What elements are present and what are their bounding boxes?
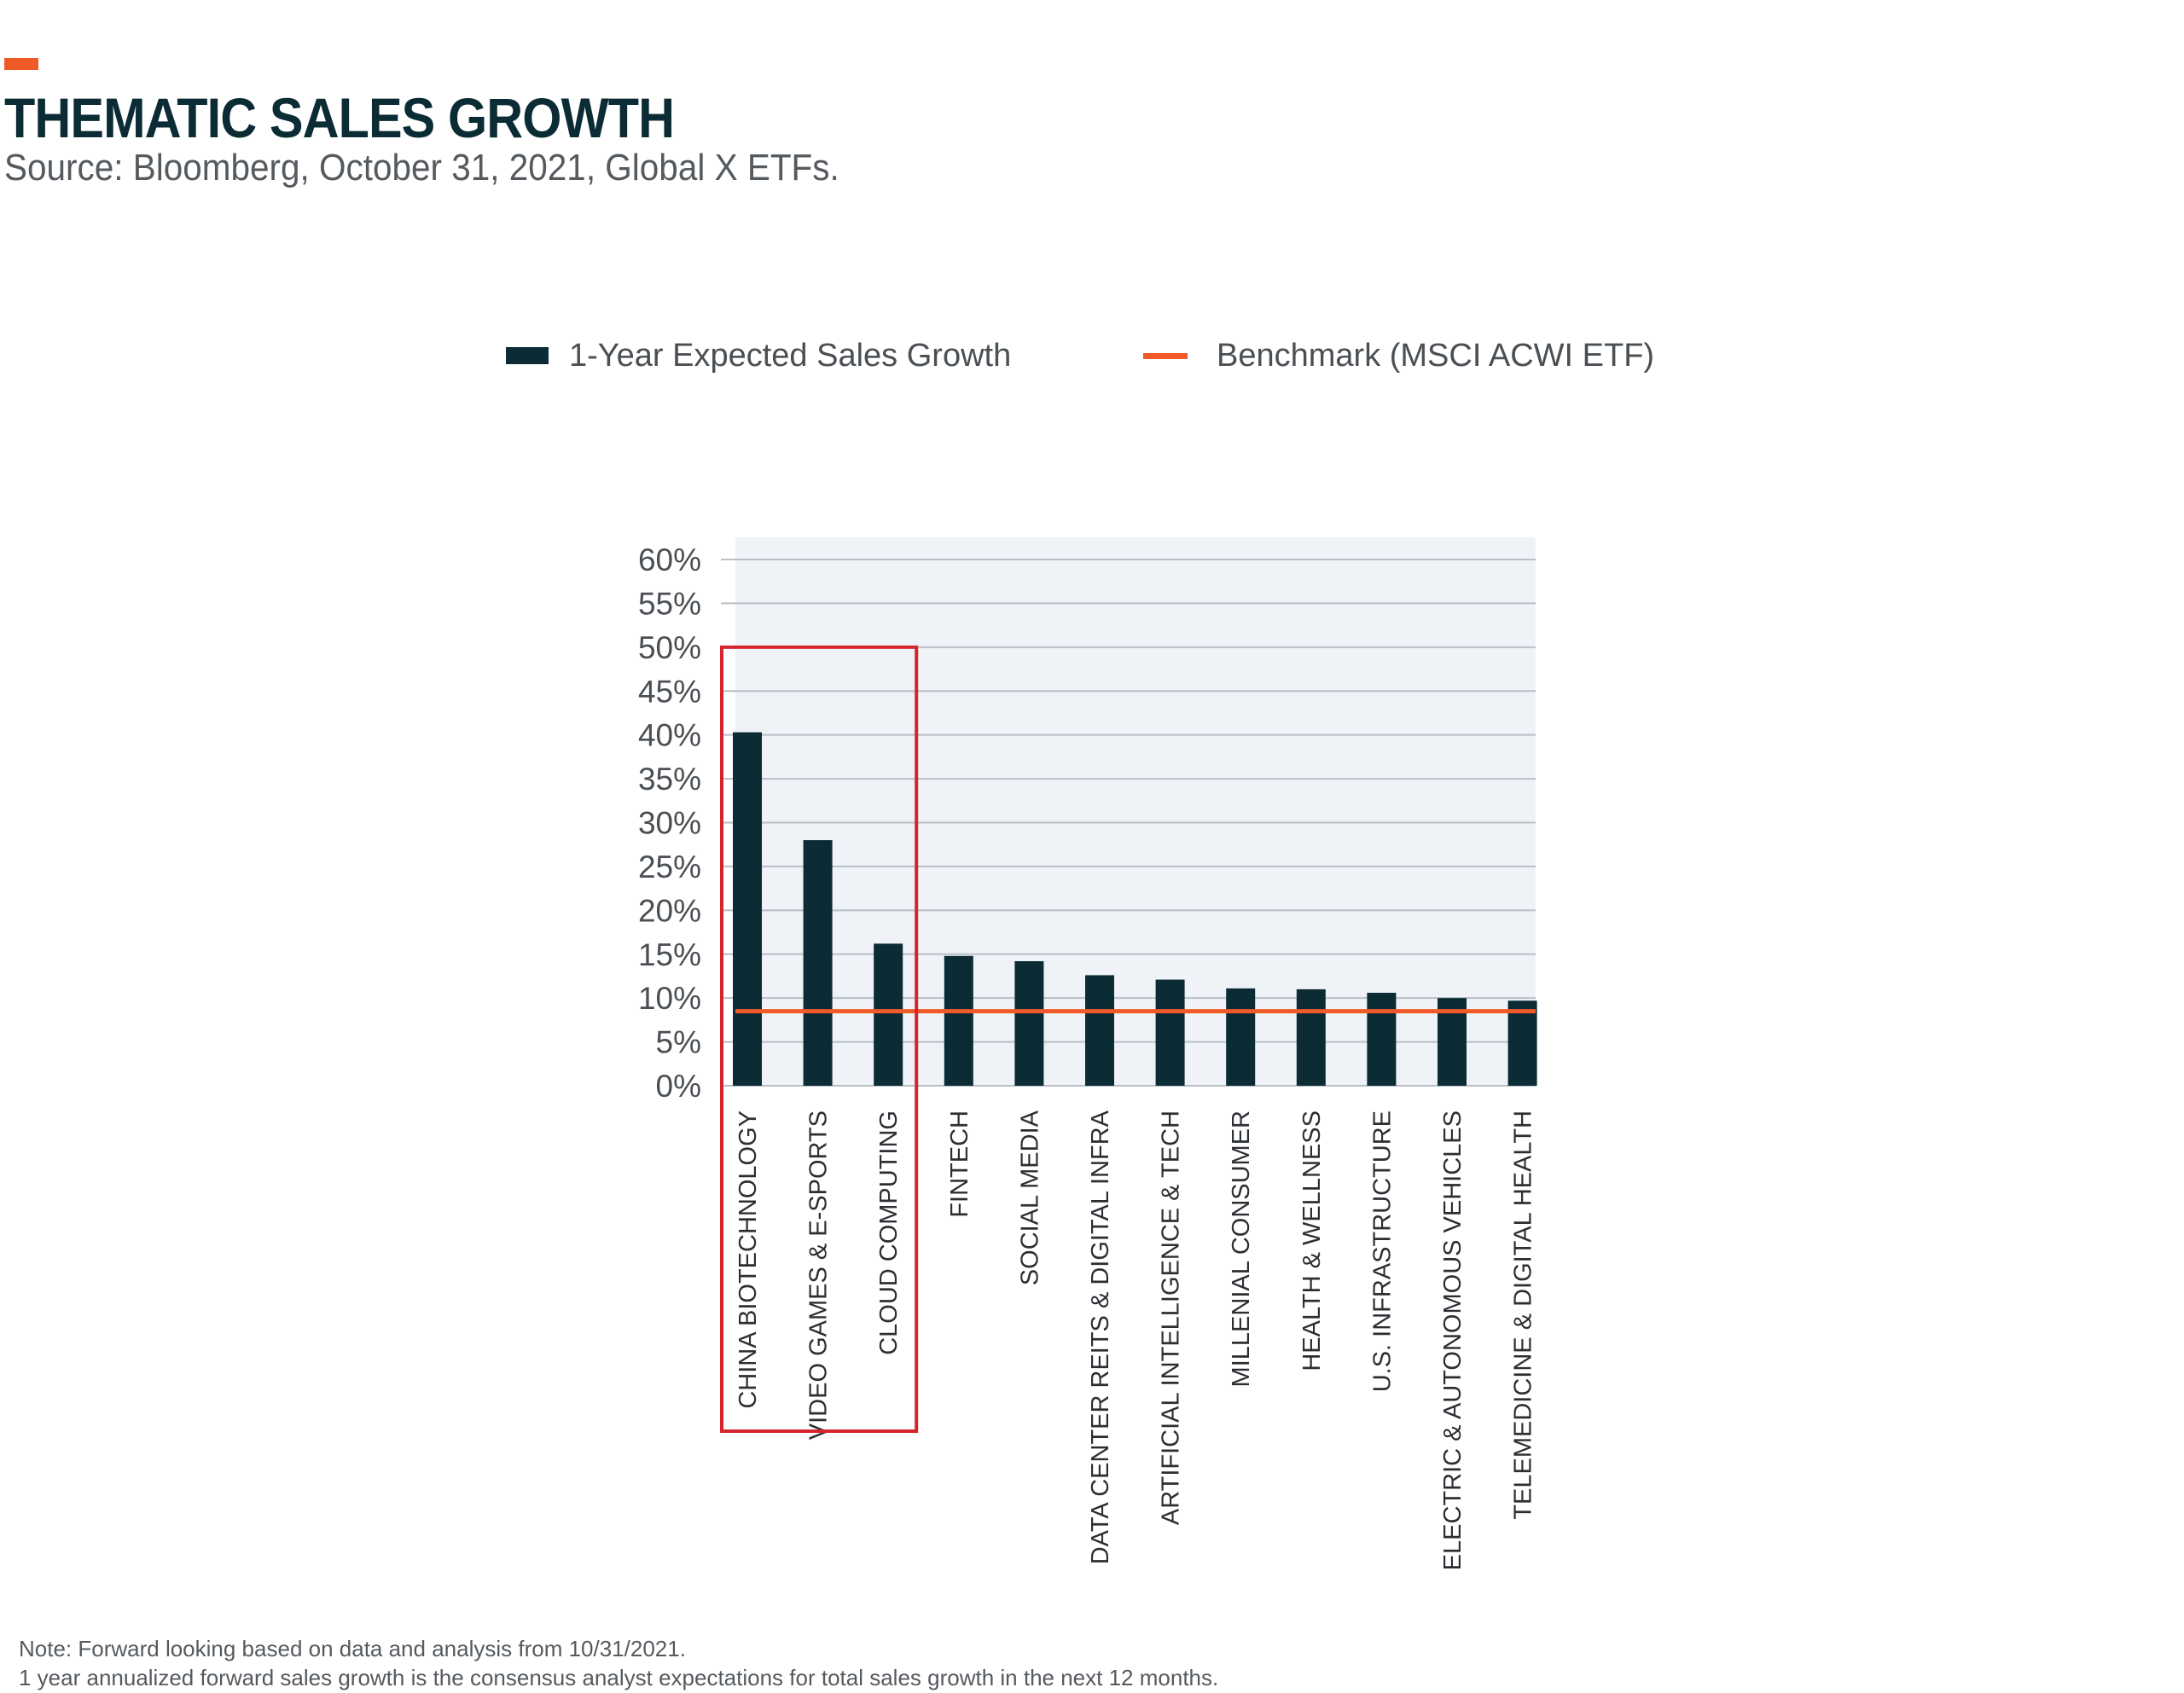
x-tick-label: TELEMEDICINE & DIGITAL HEALTH — [1510, 1110, 1537, 1520]
bar — [1367, 992, 1397, 1086]
legend-swatch-bar — [506, 347, 549, 364]
bar — [1085, 975, 1114, 1086]
bar — [1014, 960, 1044, 1086]
x-tick-label: VIDEO GAMES & E-SPORTS — [805, 1110, 833, 1440]
note-line-1: Note: Forward looking based on data and … — [19, 1636, 686, 1661]
x-tick-label: SOCIAL MEDIA — [1016, 1110, 1043, 1285]
bar — [1507, 1000, 1537, 1086]
bar — [1296, 989, 1326, 1086]
x-tick-label: MILLENIAL CONSUMER — [1228, 1110, 1255, 1387]
x-tick-label: CLOUD COMPUTING — [875, 1110, 903, 1355]
legend-swatch-line — [1143, 352, 1188, 359]
note-line-2: 1 year annualized forward sales growth i… — [19, 1665, 1219, 1690]
y-tick-label: 50% — [638, 630, 701, 665]
legend-item-benchmark: Benchmark (MSCI ACWI ETF) — [1143, 334, 1654, 377]
y-tick-label: 20% — [638, 893, 701, 928]
legend-label-sales-growth: 1-Year Expected Sales Growth — [569, 337, 1012, 374]
y-tick-label: 15% — [638, 937, 701, 972]
bar — [874, 943, 903, 1086]
bar — [1226, 988, 1256, 1086]
x-tick-label: FINTECH — [946, 1110, 973, 1218]
y-tick-label: 25% — [638, 849, 701, 884]
bar — [1155, 979, 1185, 1086]
x-tick-label: ELECTRIC & AUTONOMOUS VEHICLES — [1439, 1110, 1467, 1570]
plot-background — [735, 537, 1536, 1086]
legend-item-sales-growth: 1-Year Expected Sales Growth — [506, 334, 1011, 377]
x-tick-label: U.S. INFRASTRUCTURE — [1368, 1110, 1396, 1392]
bar — [733, 732, 762, 1086]
y-tick-label: 0% — [656, 1069, 701, 1104]
y-tick-label: 35% — [638, 762, 701, 797]
y-tick-label: 10% — [638, 981, 701, 1016]
y-tick-label: 55% — [638, 586, 701, 621]
chart-source: Source: Bloomberg, October 31, 2021, Glo… — [4, 147, 839, 188]
highlight-box — [720, 645, 919, 1433]
y-tick-label: 5% — [656, 1025, 701, 1060]
y-tick-label: 40% — [638, 718, 701, 753]
x-tick-label: DATA CENTER REITS & DIGITAL INFRA — [1087, 1110, 1114, 1564]
legend-label-benchmark: Benchmark (MSCI ACWI ETF) — [1217, 337, 1655, 374]
x-tick-label: ARTIFICIAL INTELLIGENCE & TECH — [1158, 1110, 1185, 1525]
y-tick-label: 30% — [638, 806, 701, 841]
bar — [803, 840, 833, 1086]
y-tick-label: 45% — [638, 674, 701, 709]
chart-title: THEMATIC SALES GROWTH — [4, 86, 675, 149]
x-tick-label: HEALTH & WELLNESS — [1298, 1110, 1326, 1371]
y-tick-label: 60% — [638, 542, 701, 577]
x-tick-label: CHINA BIOTECHNOLOGY — [735, 1110, 762, 1409]
bar — [944, 955, 973, 1086]
accent-bar — [4, 58, 38, 70]
